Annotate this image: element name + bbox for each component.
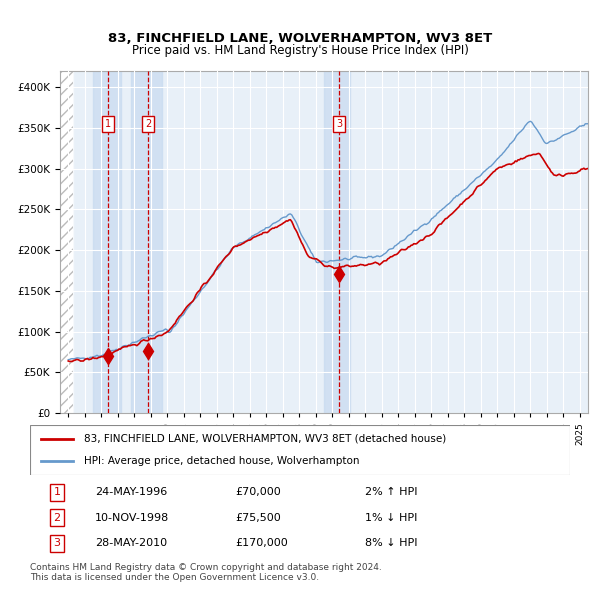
Text: £70,000: £70,000 (235, 487, 281, 497)
Text: 2: 2 (145, 119, 152, 129)
Bar (324, 71, 350, 413)
Bar (60, 71, 73, 413)
Text: This data is licensed under the Open Government Licence v3.0.: This data is licensed under the Open Gov… (30, 573, 319, 582)
Text: 1: 1 (104, 119, 111, 129)
Text: 1% ↓ HPI: 1% ↓ HPI (365, 513, 417, 523)
Text: 10-NOV-1998: 10-NOV-1998 (95, 513, 169, 523)
Bar (131, 71, 162, 413)
Text: 2: 2 (53, 513, 61, 523)
Bar (60, 71, 73, 413)
FancyBboxPatch shape (30, 425, 570, 475)
Text: 3: 3 (336, 119, 342, 129)
Text: 8% ↓ HPI: 8% ↓ HPI (365, 538, 418, 548)
Bar (93, 71, 121, 413)
Text: 24-MAY-1996: 24-MAY-1996 (95, 487, 167, 497)
Text: 2% ↑ HPI: 2% ↑ HPI (365, 487, 418, 497)
Text: 83, FINCHFIELD LANE, WOLVERHAMPTON, WV3 8ET: 83, FINCHFIELD LANE, WOLVERHAMPTON, WV3 … (108, 32, 492, 45)
Text: 28-MAY-2010: 28-MAY-2010 (95, 538, 167, 548)
Text: HPI: Average price, detached house, Wolverhampton: HPI: Average price, detached house, Wolv… (84, 456, 359, 466)
Text: 83, FINCHFIELD LANE, WOLVERHAMPTON, WV3 8ET (detached house): 83, FINCHFIELD LANE, WOLVERHAMPTON, WV3 … (84, 434, 446, 444)
Text: 3: 3 (53, 538, 61, 548)
Text: Price paid vs. HM Land Registry's House Price Index (HPI): Price paid vs. HM Land Registry's House … (131, 44, 469, 57)
Text: 1: 1 (53, 487, 61, 497)
Text: £75,500: £75,500 (235, 513, 281, 523)
Text: £170,000: £170,000 (235, 538, 288, 548)
Text: Contains HM Land Registry data © Crown copyright and database right 2024.: Contains HM Land Registry data © Crown c… (30, 563, 382, 572)
